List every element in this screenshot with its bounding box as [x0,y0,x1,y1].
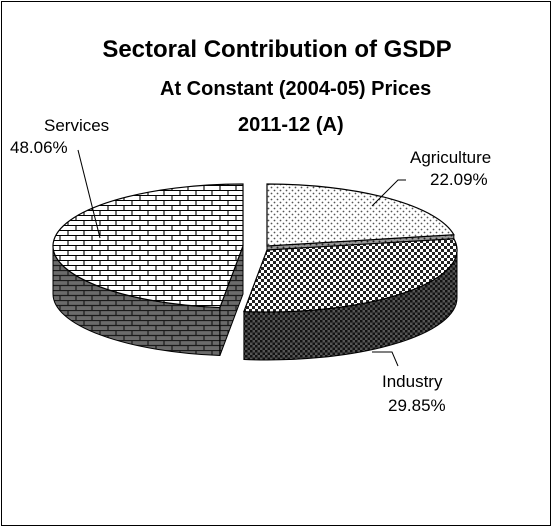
slice-label-industry-value: 29.85% [388,396,446,415]
slice-label-services-value: 48.06% [10,138,68,157]
leader-industry [372,351,399,367]
slice-services [52,183,244,309]
slice-label-agriculture-name: Agriculture [410,148,492,167]
slice-industry [243,238,458,313]
leader-agriculture [371,179,406,207]
chart-period: 2011-12 (A) [238,114,344,136]
chart-title: Sectoral Contribution of GSDP [102,36,452,63]
slice-label-services-name: Services [44,116,110,135]
chart-subtitle: At Constant (2004-05) Prices [160,78,432,100]
slice-label-industry-name: Industry [382,372,443,391]
leader-services [77,149,101,239]
slice-label-agriculture-value: 22.09% [430,170,488,189]
slice-agriculture [266,183,455,247]
